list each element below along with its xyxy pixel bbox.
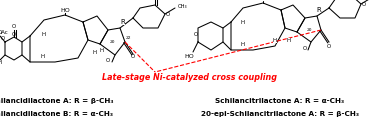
Text: O: O — [362, 1, 366, 7]
Text: H: H — [241, 41, 245, 47]
Text: Schilancidilactone B: R = α-CH₃: Schilancidilactone B: R = α-CH₃ — [0, 111, 113, 117]
Text: O: O — [166, 12, 170, 16]
Text: O: O — [194, 33, 198, 38]
Text: 20-epi-Schilancitrilactone A: R = β-CH₃: 20-epi-Schilancitrilactone A: R = β-CH₃ — [201, 111, 359, 117]
Text: O: O — [1, 35, 5, 41]
Text: H: H — [93, 50, 97, 55]
Text: HO: HO — [258, 0, 268, 1]
Text: HO: HO — [184, 53, 194, 58]
Text: 20: 20 — [109, 40, 115, 44]
Text: 22: 22 — [125, 36, 131, 40]
Text: R: R — [121, 19, 125, 25]
Text: H: H — [287, 38, 291, 42]
Text: O: O — [106, 58, 110, 63]
Text: O: O — [12, 24, 16, 30]
Text: Late-stage Ni-catalyzed cross coupling: Late-stage Ni-catalyzed cross coupling — [102, 73, 277, 83]
Text: 20: 20 — [306, 28, 312, 32]
Text: CH₃: CH₃ — [178, 4, 187, 8]
Text: H: H — [41, 53, 45, 58]
Text: H: H — [42, 32, 46, 36]
Text: H: H — [273, 38, 277, 42]
Text: O: O — [327, 44, 331, 49]
Text: Schilancitrilactone A: R = α-CH₃: Schilancitrilactone A: R = α-CH₃ — [215, 98, 345, 104]
Text: Schilancidilactone A: R = β-CH₃: Schilancidilactone A: R = β-CH₃ — [0, 98, 114, 104]
Text: OAc: OAc — [0, 30, 9, 35]
Text: O: O — [131, 55, 135, 60]
Text: O: O — [303, 46, 307, 50]
Text: H: H — [100, 47, 104, 52]
Text: H: H — [241, 19, 245, 24]
Text: O: O — [12, 33, 16, 38]
Text: R: R — [317, 7, 321, 13]
Text: HO: HO — [60, 7, 70, 13]
Text: H: H — [0, 60, 2, 64]
